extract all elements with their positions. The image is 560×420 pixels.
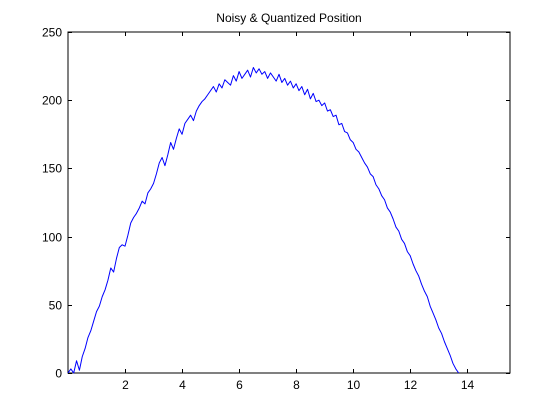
ticks: 2 4 6 8 10 12 14 0 50 100 150 200 250 — [42, 26, 510, 392]
x-tick-label: 12 — [404, 378, 418, 392]
chart-title: Noisy & Quantized Position — [216, 11, 361, 25]
x-tick-label: 14 — [461, 378, 475, 392]
y-tick-label: 0 — [55, 367, 62, 381]
y-tick-label: 150 — [42, 162, 62, 176]
series-line-position — [67, 66, 460, 374]
y-tick-label: 100 — [42, 231, 62, 245]
x-tick-label: 2 — [122, 378, 129, 392]
y-tick-label: 200 — [42, 94, 62, 108]
x-tick-label: 10 — [347, 378, 361, 392]
x-tick-label: 8 — [293, 378, 300, 392]
series-group — [67, 66, 460, 374]
y-tick-label: 50 — [49, 299, 63, 313]
y-tick-label: 250 — [42, 26, 62, 40]
x-tick-label: 4 — [179, 378, 186, 392]
x-tick-label: 6 — [236, 378, 243, 392]
